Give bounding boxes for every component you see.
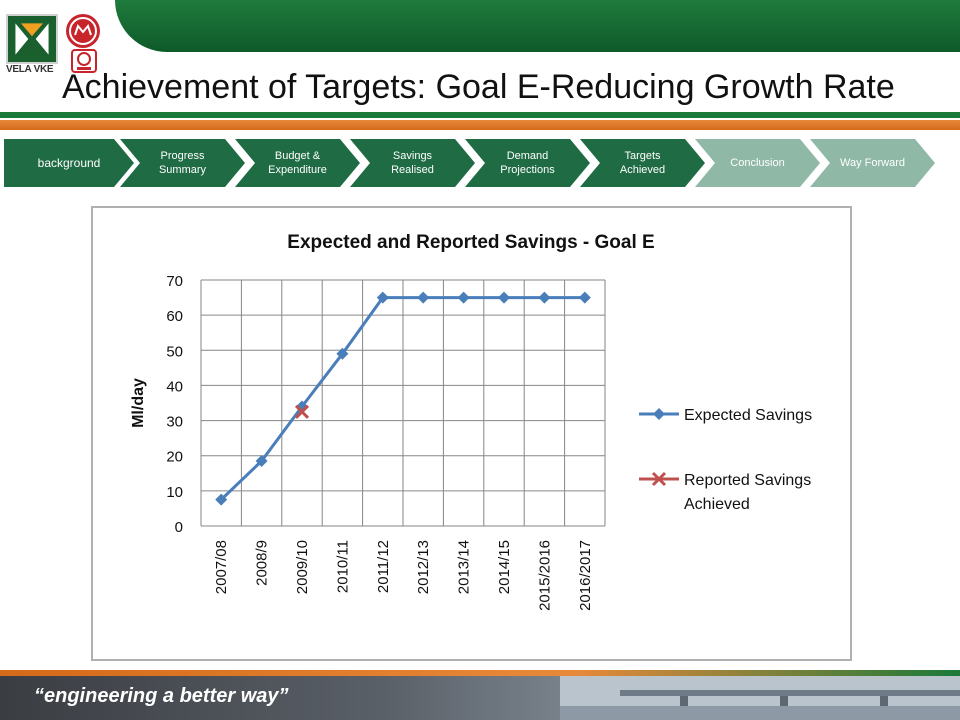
- x-tick-label: 2011/12: [375, 540, 392, 593]
- header-stripe-orange: [0, 120, 960, 130]
- nav-step-progress-summary[interactable]: Progress Summary: [120, 139, 245, 187]
- y-tick-label: 40: [166, 378, 183, 395]
- data-point-expected-savings: [376, 291, 389, 304]
- nav-step-conclusion[interactable]: Conclusion: [695, 139, 820, 187]
- bridge-photo-icon: [560, 676, 960, 720]
- series-line-expected-savings: [220, 296, 585, 501]
- footer-stripe: [0, 670, 960, 676]
- x-tick-label: 2016/2017: [577, 540, 594, 611]
- slide-header: VELA VKE Achievement of Targets: Goal E-…: [0, 0, 960, 135]
- data-point-expected-savings: [457, 291, 470, 304]
- data-point-expected-savings: [538, 291, 551, 304]
- data-point-expected-savings: [417, 291, 430, 304]
- data-point-expected-savings: [255, 454, 268, 467]
- legend-label-reported-savings: Reported Savings Achieved: [684, 472, 811, 513]
- y-tick-label: 50: [166, 343, 183, 360]
- y-tick-label: 70: [166, 273, 183, 290]
- x-tick-label: 2009/10: [294, 540, 311, 594]
- nav-step-background[interactable]: background: [4, 139, 134, 187]
- y-tick-label: 10: [166, 484, 183, 501]
- legend-marker-expected: [653, 408, 665, 420]
- header-stripe-green: [0, 112, 960, 118]
- y-tick-label: 60: [166, 308, 183, 325]
- sabs-certification-icon: [70, 48, 98, 74]
- nav-step-savings-realised[interactable]: Savings Realised: [350, 139, 475, 187]
- nav-step-budget-expenditure[interactable]: Budget & Expenditure: [235, 139, 360, 187]
- data-point-expected-savings: [215, 493, 228, 506]
- x-tick-label: 2014/15: [496, 540, 513, 594]
- legend-label-expected-savings: Expected Savings: [684, 407, 812, 424]
- progress-nav: background Progress Summary Budget & Exp…: [0, 139, 960, 187]
- legend-marker-reported: [651, 471, 667, 487]
- page-title: Achievement of Targets: Goal E-Reducing …: [62, 68, 895, 106]
- mm-badge-icon: [66, 14, 100, 48]
- data-point-expected-savings: [578, 291, 591, 304]
- y-tick-label: 30: [166, 414, 183, 431]
- x-tick-label: 2007/08: [213, 540, 230, 594]
- x-tick-label: 2013/14: [456, 540, 473, 594]
- vela-vke-logo: [6, 14, 58, 64]
- logo-text: VELA VKE: [6, 64, 54, 75]
- chart-title: Expected and Reported Savings - Goal E: [287, 232, 654, 253]
- slide-footer: “engineering a better way”: [0, 676, 960, 720]
- savings-line-chart: Expected and Reported Savings - Goal E 0 1…: [130, 232, 812, 611]
- footer-tagline: “engineering a better way”: [34, 685, 289, 707]
- nav-step-demand-projections[interactable]: Demand Projections: [465, 139, 590, 187]
- y-tick-label: 20: [166, 449, 183, 466]
- nav-step-way-forward[interactable]: Way Forward: [810, 139, 935, 187]
- chart-frame: Expected and Reported Savings - Goal E 0 1…: [91, 206, 852, 661]
- data-point-reported-savings: [294, 404, 310, 419]
- nav-step-targets-achieved[interactable]: Targets Achieved: [580, 139, 705, 187]
- y-tick-label: 0: [175, 519, 183, 536]
- y-axis-label: Ml/day: [130, 378, 147, 428]
- x-tick-label: 2015/2016: [536, 540, 553, 611]
- x-tick-label: 2010/11: [334, 540, 351, 593]
- x-tick-label: 2012/13: [415, 540, 432, 594]
- header-band: [115, 0, 960, 52]
- data-point-expected-savings: [498, 291, 510, 304]
- data-point-expected-savings: [336, 347, 349, 360]
- x-tick-label: 2008/9: [254, 540, 271, 586]
